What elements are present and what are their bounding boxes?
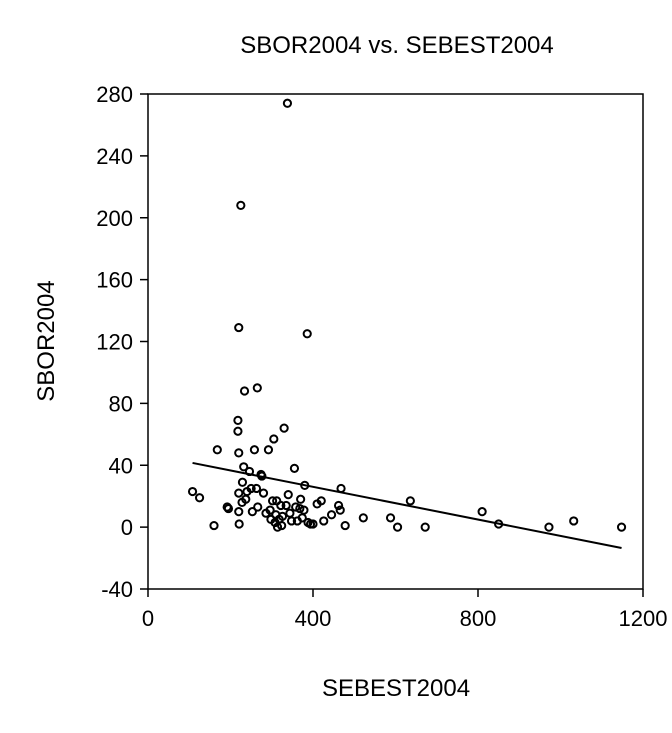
y-tick-label: 40	[109, 453, 133, 478]
data-point	[291, 502, 301, 512]
data-point	[234, 507, 244, 517]
data-point	[234, 488, 244, 498]
data-point	[299, 505, 309, 515]
data-point	[326, 510, 337, 520]
data-point	[253, 502, 263, 512]
data-point	[302, 329, 312, 339]
x-tick-label: 1200	[619, 606, 668, 631]
data-point	[265, 505, 275, 515]
y-tick-label: 120	[96, 330, 133, 355]
data-point	[296, 494, 306, 504]
chart-title: SBOR2004 vs. SEBEST2004	[240, 32, 554, 59]
y-tick-label: 240	[96, 144, 133, 169]
data-point	[286, 516, 297, 526]
y-tick-label: 280	[96, 82, 133, 107]
x-axis-title: SEBEST2004	[322, 675, 470, 702]
data-point	[300, 480, 310, 490]
data-point	[420, 522, 430, 532]
data-point	[233, 415, 243, 425]
data-point	[267, 496, 278, 506]
y-tick-label: 160	[96, 268, 133, 293]
data-point	[358, 513, 368, 523]
data-point	[319, 516, 329, 526]
data-point	[249, 445, 260, 455]
data-point	[283, 490, 293, 500]
data-point	[237, 477, 248, 487]
y-tick-label: 200	[96, 206, 133, 231]
data-point	[246, 483, 256, 494]
data-point	[187, 486, 198, 497]
data-point	[269, 434, 279, 444]
data-point	[276, 500, 286, 511]
x-tick-label: 0	[142, 606, 154, 631]
data-point	[385, 513, 396, 523]
data-point	[289, 463, 300, 473]
data-point	[494, 519, 504, 529]
data-point	[251, 483, 262, 494]
data-point	[252, 383, 262, 393]
plot-frame	[147, 93, 644, 590]
data-point	[223, 503, 234, 514]
data-point	[335, 505, 345, 515]
y-tick-label: 80	[109, 391, 133, 416]
data-point	[236, 200, 246, 210]
data-point	[544, 522, 554, 532]
data-point	[277, 520, 287, 531]
data-point	[282, 98, 293, 108]
data-point	[569, 516, 579, 526]
data-point	[234, 448, 244, 458]
data-point	[233, 426, 243, 436]
y-tick-label: 0	[121, 515, 133, 540]
data-point	[277, 511, 288, 521]
data-point	[281, 500, 291, 511]
data-point	[247, 507, 257, 517]
data-point	[258, 488, 269, 498]
data-point	[194, 493, 205, 503]
data-point	[279, 423, 289, 433]
data-point	[239, 386, 250, 396]
x-axis: 0 400 800 1200	[142, 589, 668, 631]
data-point	[616, 522, 627, 532]
data-point	[234, 322, 244, 333]
data-point	[244, 466, 255, 477]
y-axis: -40 0 40 80 120 160 200 240 280	[96, 82, 148, 602]
data-points	[187, 98, 627, 532]
y-tick-label: -40	[101, 577, 133, 602]
data-point	[263, 445, 274, 455]
data-point	[257, 471, 267, 481]
x-tick-label: 400	[295, 606, 332, 631]
data-point	[239, 462, 249, 472]
data-point	[392, 522, 403, 532]
data-point	[234, 519, 244, 529]
data-point	[316, 496, 326, 506]
data-point	[340, 520, 350, 531]
data-point	[336, 483, 346, 494]
y-axis-title: SBOR2004	[33, 280, 60, 401]
data-point	[308, 519, 318, 529]
data-point	[477, 507, 487, 517]
data-point	[209, 520, 219, 531]
data-point	[405, 496, 415, 506]
data-point	[295, 503, 305, 514]
x-tick-label: 800	[460, 606, 497, 631]
data-point	[212, 445, 222, 455]
data-point	[333, 500, 344, 511]
data-point	[285, 508, 295, 518]
